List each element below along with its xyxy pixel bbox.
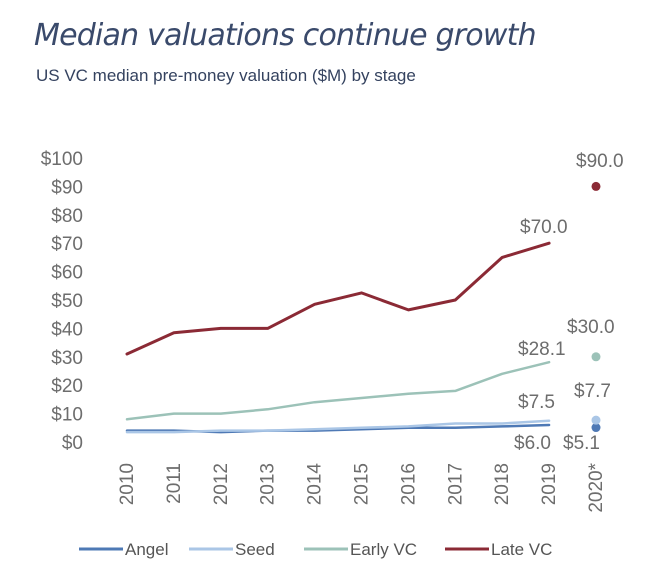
x-tick-label: 2018 xyxy=(492,463,513,505)
y-tick-label: $10 xyxy=(51,405,83,426)
data-label: $30.0 xyxy=(567,317,615,338)
data-label: $90.0 xyxy=(576,151,624,172)
y-tick-label: $60 xyxy=(51,263,83,284)
plot-area xyxy=(125,181,601,434)
point-2020-seed xyxy=(591,415,601,425)
data-labels: $90.0 $70.0 $30.0$28.1 $7.7 $7.5 $6.0 $5.1 xyxy=(514,151,624,454)
x-tick-label: 2010 xyxy=(117,463,138,505)
data-label: $6.0 xyxy=(514,433,551,454)
data-label: $7.5 xyxy=(518,392,555,413)
chart-subtitle: US VC median pre-money valuation ($M) by… xyxy=(36,66,416,85)
data-label: $70.0 xyxy=(520,217,568,238)
point-2020-late-vc xyxy=(591,181,601,191)
series-line-late-vc xyxy=(125,241,551,356)
y-tick-label: $20 xyxy=(51,376,83,397)
series-line-early-vc xyxy=(125,360,551,421)
y-tick-label: $100 xyxy=(41,149,83,170)
x-tick-label: 2020* xyxy=(586,462,607,512)
data-label: $5.1 xyxy=(563,433,600,454)
x-tick-label: 2015 xyxy=(352,463,373,505)
y-tick-label: $50 xyxy=(51,291,83,312)
x-tick-label: 2013 xyxy=(258,463,279,505)
x-tick-label: 2011 xyxy=(164,463,185,504)
point-2020-angel xyxy=(591,423,601,433)
x-tick-label: 2014 xyxy=(305,463,326,506)
x-tick-label: 2016 xyxy=(398,463,419,505)
y-tick-label: $0 xyxy=(62,433,83,454)
y-tick-label: $90 xyxy=(51,177,83,198)
chart-title: Median valuations continue growth xyxy=(34,18,537,53)
legend: Angel Seed Early VC Late VC xyxy=(79,540,552,559)
x-tick-label: 2017 xyxy=(445,463,466,505)
data-label: $28.1 xyxy=(518,339,566,360)
y-tick-label: $80 xyxy=(51,206,83,227)
point-2020-early-vc xyxy=(591,352,601,362)
y-tick-label: $30 xyxy=(51,348,83,369)
legend-label: Early VC xyxy=(350,540,417,559)
legend-label: Angel xyxy=(125,540,168,559)
series-line-seed xyxy=(125,419,551,434)
x-tick-label: 2019 xyxy=(539,463,560,505)
y-axis: $0 $10 $20 $30 $40 $50 $60 $70 $80 $90 $100 xyxy=(41,149,83,454)
data-label: $7.7 xyxy=(574,381,611,402)
legend-label: Seed xyxy=(235,540,275,559)
x-tick-label: 2012 xyxy=(211,463,232,505)
y-tick-label: $40 xyxy=(51,319,83,340)
x-axis: 2010 2011 2012 2013 2014 2015 2016 2017 2018 2019… xyxy=(117,462,607,512)
y-tick-label: $70 xyxy=(51,234,83,255)
legend-label: Late VC xyxy=(491,540,552,559)
